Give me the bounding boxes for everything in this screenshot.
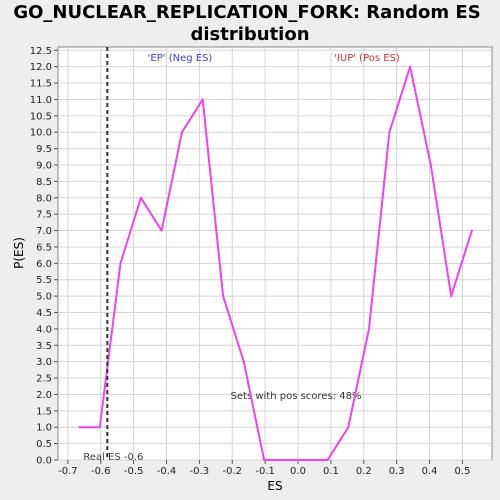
- y-tick-label: 2.0: [36, 390, 52, 401]
- y-tick-label: 1.5: [36, 406, 52, 417]
- data-point: [283, 459, 286, 461]
- y-tick-label: 10.5: [30, 111, 52, 122]
- x-tick-label: -0.6: [91, 466, 111, 477]
- y-axis-label: P(ES): [12, 237, 26, 269]
- x-tick-label: 0.0: [290, 466, 306, 477]
- data-point: [326, 459, 329, 461]
- chart-title-line1: GO_NUCLEAR_REPLICATION_FORK: Random ES: [13, 2, 480, 23]
- data-point: [242, 360, 245, 363]
- y-tick-label: 0.0: [36, 456, 52, 467]
- pos-scores-label: Sets with pos scores: 48%: [231, 391, 362, 402]
- y-tick-label: 0.5: [36, 439, 52, 450]
- x-tick-label: -0.2: [222, 466, 242, 477]
- iup-label: 'IUP' (Pos ES): [334, 53, 400, 64]
- data-point: [368, 327, 371, 330]
- y-tick-label: 1.0: [36, 423, 52, 434]
- data-point: [450, 295, 453, 298]
- x-tick-label: 0.3: [389, 466, 405, 477]
- x-tick-label: 0.2: [356, 466, 372, 477]
- y-tick-label: 3.5: [36, 341, 52, 352]
- y-tick-label: 12.0: [30, 62, 52, 73]
- series-layer: [78, 65, 473, 461]
- data-point: [98, 426, 101, 429]
- x-axis-label: ES: [267, 479, 282, 493]
- data-point: [119, 262, 122, 265]
- x-tick-label: -0.7: [58, 466, 78, 477]
- y-tick-label: 9.5: [36, 144, 52, 155]
- y-tick-label: 11.0: [30, 95, 52, 106]
- series-line: [79, 65, 473, 461]
- x-tick-label: 0.5: [454, 466, 470, 477]
- chart-title-line2: distribution: [190, 24, 309, 45]
- data-point: [160, 229, 163, 232]
- axis-ticks: 0.0 0.5 1.0 1.5 2.0 2.5 3.0 3.5 4.0 4.5 5.0 5.5 6.0 6…: [30, 46, 471, 477]
- y-tick-label: 6.0: [36, 259, 52, 270]
- y-tick-label: 5.5: [36, 275, 52, 286]
- y-tick-label: 8.5: [36, 177, 52, 188]
- x-tick-label: 0.1: [323, 466, 339, 477]
- y-tick-label: 12.5: [30, 46, 52, 57]
- y-tick-label: 4.5: [36, 308, 52, 319]
- x-tick-label: -0.1: [255, 466, 275, 477]
- data-point: [139, 196, 142, 199]
- y-tick-label: 5.0: [36, 292, 52, 303]
- data-point: [263, 459, 266, 461]
- y-tick-label: 3.0: [36, 357, 52, 368]
- data-point: [347, 426, 350, 429]
- data-point: [470, 229, 473, 232]
- y-tick-label: 7.0: [36, 226, 52, 237]
- y-tick-label: 7.5: [36, 210, 52, 221]
- data-point: [78, 426, 81, 429]
- ep-label: 'EP' (Neg ES): [148, 53, 213, 64]
- data-point: [201, 98, 204, 101]
- grid-lines: [58, 47, 492, 461]
- data-point: [222, 295, 225, 298]
- x-tick-label: -0.4: [157, 466, 177, 477]
- y-tick-label: 11.5: [30, 79, 52, 90]
- y-tick-label: 4.0: [36, 324, 52, 335]
- x-tick-label: 0.4: [422, 466, 438, 477]
- y-tick-label: 6.5: [36, 242, 52, 253]
- x-tick-label: -0.5: [124, 466, 144, 477]
- data-point: [388, 131, 391, 134]
- y-tick-label: 9.0: [36, 161, 52, 172]
- data-point: [304, 459, 307, 461]
- real-es-label: Real ES -0.6: [83, 452, 143, 463]
- data-point: [180, 131, 183, 134]
- data-point: [409, 65, 412, 68]
- y-tick-label: 2.5: [36, 374, 52, 385]
- y-tick-label: 10.0: [30, 128, 52, 139]
- data-point: [429, 164, 432, 166]
- y-tick-label: 8.0: [36, 193, 52, 204]
- x-tick-label: -0.3: [190, 466, 210, 477]
